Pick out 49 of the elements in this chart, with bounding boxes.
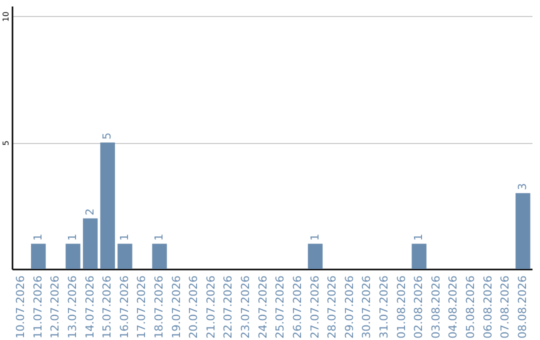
bar (100, 142, 115, 269)
x-tick-label: 21.07.2026 (204, 276, 218, 338)
x-tick-label: 17.07.2026 (135, 276, 148, 338)
bar (31, 244, 46, 269)
data-label: 1 (152, 234, 166, 241)
x-tick-label: 19.07.2026 (170, 276, 183, 338)
bar (82, 218, 98, 269)
x-tick-label: 07.08.2026 (498, 276, 512, 338)
x-tick-label: 18.07.2026 (152, 276, 166, 338)
x-tick-label: 24.07.2026 (256, 276, 270, 338)
bar (308, 244, 323, 269)
bar (516, 193, 530, 269)
data-label: 1 (66, 234, 79, 241)
x-tick-label: 04.08.2026 (446, 276, 460, 338)
data-label: 5 (100, 132, 114, 140)
x-tick-label: 10.07.2026 (14, 276, 28, 338)
data-label: 3 (516, 183, 529, 190)
x-tick-label: 05.08.2026 (464, 276, 477, 338)
data-label: 1 (308, 234, 322, 241)
x-tick-label: 03.08.2026 (429, 276, 442, 338)
x-tick-label: 29.07.2026 (342, 276, 356, 338)
data-label: 1 (31, 234, 44, 241)
x-tick-label: 25.07.2026 (274, 276, 287, 338)
x-tick-label: 30.07.2026 (360, 276, 374, 338)
data-label: 1 (412, 234, 426, 241)
bar (152, 244, 167, 269)
x-tick-label: 31.07.2026 (377, 276, 390, 338)
bar (412, 244, 426, 269)
x-tick-label: 08.08.2026 (516, 276, 529, 338)
x-tick-label: 02.08.2026 (412, 276, 426, 338)
bar (118, 244, 132, 269)
x-tick-label: 11.07.2026 (31, 276, 44, 338)
x-tick-label: 26.07.2026 (290, 276, 304, 338)
data-label: 2 (83, 208, 96, 216)
x-tick-label: 12.07.2026 (48, 276, 62, 338)
x-tick-label: 15.07.2026 (100, 276, 114, 338)
bar (66, 244, 80, 269)
x-tick-label: 20.07.2026 (187, 276, 200, 338)
x-tick-label: 28.07.2026 (326, 276, 339, 338)
x-tick-label: 22.07.2026 (222, 276, 235, 338)
x-tick-label: 06.08.2026 (481, 276, 494, 338)
x-tick-label: 14.07.2026 (83, 276, 96, 338)
data-label: 1 (118, 234, 131, 241)
x-tick-label: 13.07.2026 (66, 276, 79, 338)
x-tick-label: 01.08.2026 (394, 276, 408, 338)
x-tick-label: 23.07.2026 (239, 276, 252, 338)
y-tick-label: 10 (2, 12, 10, 22)
x-tick-label: 27.07.2026 (308, 276, 322, 338)
x-tick-label: 16.07.2026 (118, 276, 131, 338)
